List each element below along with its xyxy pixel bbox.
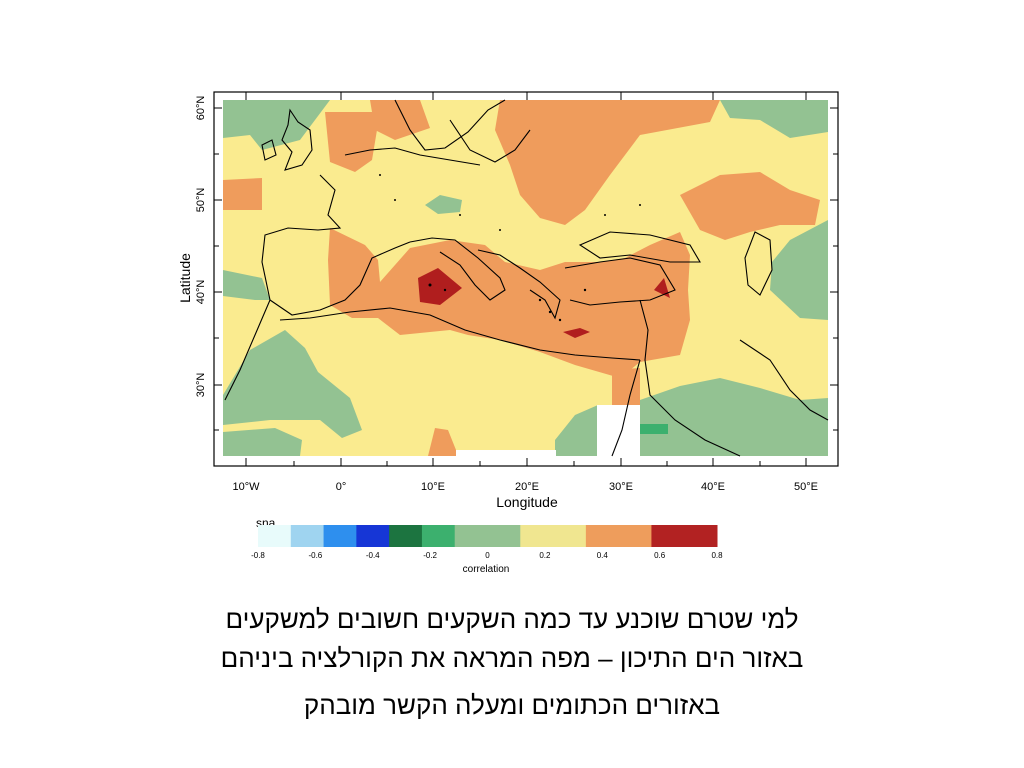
region-green-arabia — [640, 378, 828, 456]
caption: למי שטרם שוכנע עד כמה השקעים חשובים למשק… — [80, 600, 944, 725]
coastline-red-sea — [611, 359, 641, 457]
axis-ticks — [214, 92, 838, 466]
region-orange-africa — [428, 428, 456, 456]
lon-tick-40e: 40°E — [701, 481, 725, 493]
colorbar-swatch — [389, 525, 423, 547]
region-green-egypt — [555, 405, 598, 456]
region-green-iberia-west — [223, 270, 270, 300]
colorbar-swatch — [258, 525, 292, 547]
colorbar-swatch — [553, 525, 587, 547]
region-white-gap — [456, 450, 556, 456]
correlation-map-figure: 60°N 50°N 40°N 30°N Latitude 10°W 0° 10°… — [177, 91, 839, 575]
lon-tick-10e: 10°E — [421, 481, 445, 493]
region-orange-west-europe — [223, 178, 262, 210]
colorbar-tick-label: -0.4 — [366, 551, 380, 560]
region-green-east — [770, 220, 828, 320]
colorbar-swatch — [520, 525, 554, 547]
lon-tick-30e: 30°E — [609, 481, 633, 493]
caption-line-2: באזור הים התיכון – מפה המראה את הקורלציה… — [220, 643, 804, 673]
colorbar-swatch — [421, 525, 456, 547]
region-orange-east-russia — [680, 172, 820, 240]
coastline-atlantic-africa — [224, 299, 271, 401]
colorbar-title: correlation — [463, 564, 510, 575]
coastline-northern-europe — [344, 147, 481, 166]
coastline-scandinavia — [394, 99, 506, 151]
map-frame — [213, 91, 839, 467]
region-orange-north-left — [370, 100, 430, 140]
colorbar-swatch — [323, 525, 357, 547]
colorbar-tick-label: 0.4 — [597, 551, 609, 560]
lon-tick-50e: 50°E — [794, 481, 818, 493]
region-red-levant — [654, 278, 670, 298]
region-orange-nile — [612, 368, 640, 405]
colorbar: -0.8 -0.6 -0.4 -0.2 0 0.2 0.4 0.6 0.8 correlatio… — [251, 525, 723, 575]
coastline-persian-gulf — [739, 339, 829, 421]
y-axis-title: Latitude — [177, 253, 193, 303]
coastline-black-sea — [578, 231, 701, 263]
coastline-baltic — [449, 119, 531, 163]
colorbar-swatch — [454, 525, 488, 547]
colorbar-tick-label: -0.8 — [251, 551, 265, 560]
island-dots — [379, 174, 641, 322]
region-red-crete — [563, 328, 590, 338]
colorbar-swatch — [290, 525, 325, 547]
region-green-africa-south — [223, 428, 302, 456]
colorbar-swatch — [585, 525, 620, 547]
colorbar-tick-label: 0.2 — [539, 551, 551, 560]
region-bright-green-strip — [640, 424, 668, 434]
x-axis-title: Longitude — [496, 494, 558, 510]
colorbar-swatch — [487, 525, 521, 547]
colorbar-tick-label: 0 — [485, 551, 490, 560]
region-red-tyrrhenian — [418, 268, 462, 305]
lon-tick-10w: 10°W — [232, 481, 260, 493]
colorbar-tick-labels: -0.8 -0.6 -0.4 -0.2 0 0.2 0.4 0.6 0.8 — [251, 551, 723, 560]
lat-tick-40n: 40°N — [195, 280, 207, 305]
colorbar-swatch — [684, 525, 718, 547]
colorbar-tick-label: 0.6 — [654, 551, 666, 560]
coastline-anatolia — [564, 257, 676, 306]
colorbar-swatch — [356, 525, 390, 547]
coastline-italy — [409, 237, 506, 301]
lon-tick-20e: 20°E — [515, 481, 539, 493]
coastline-north-africa — [279, 307, 641, 361]
coastlines — [224, 99, 829, 457]
region-green-northeast — [720, 100, 828, 138]
colorbar-tick-label: -0.2 — [423, 551, 437, 560]
region-green-central — [425, 195, 462, 214]
colorbar-tick-label: -0.6 — [308, 551, 322, 560]
region-green-atlantic-south — [223, 330, 362, 438]
colorbar-tick-label: 0.8 — [711, 551, 723, 560]
coastline-balkans — [477, 249, 561, 320]
caption-line-1: למי שטרם שוכנע עד כמה השקעים חשובים למשק… — [225, 604, 799, 634]
lat-tick-60n: 60°N — [195, 96, 207, 121]
region-orange-mediterranean — [328, 228, 690, 378]
colorbar-swatch — [651, 525, 685, 547]
lat-tick-50n: 50°N — [195, 188, 207, 213]
caption-line-3: באזורים הכתומים ומעלה הקשר מובהק — [303, 690, 721, 720]
coastline-france-iberia — [261, 174, 411, 316]
coastline-levant — [639, 299, 741, 457]
region-green-northwest — [223, 100, 330, 150]
colorbar-swatches — [258, 525, 718, 547]
map-panel — [213, 91, 839, 467]
region-orange-north — [325, 112, 380, 172]
coastline-ireland — [261, 139, 277, 161]
lon-tick-0: 0° — [336, 481, 347, 493]
region-orange-scandinavia — [495, 100, 720, 225]
coastline-british-isles — [281, 108, 313, 171]
coastline-caspian — [744, 231, 773, 296]
lat-tick-30n: 30°N — [195, 373, 207, 398]
colorbar-swatch — [618, 525, 652, 547]
region-missing-data — [597, 405, 640, 456]
